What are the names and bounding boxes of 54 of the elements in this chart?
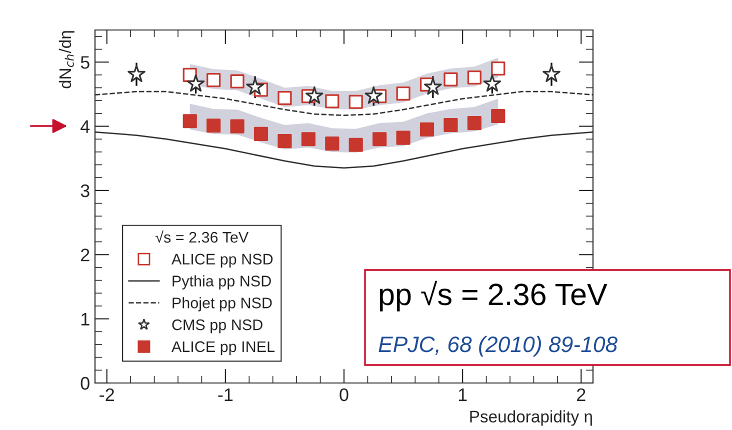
annotation: pp √s = 2.36 TeV [380, 280, 608, 312]
point [372, 132, 387, 146]
point [364, 86, 383, 104]
x-tick-label: 0 [340, 388, 348, 402]
point [467, 70, 482, 85]
point [420, 122, 434, 137]
point [444, 72, 458, 86]
point [182, 114, 197, 128]
point [230, 119, 244, 134]
line-series [95, 131, 593, 169]
point [396, 86, 410, 101]
point [186, 74, 205, 92]
legend-label: ALICE pp INEL [171, 341, 275, 356]
point [348, 94, 363, 109]
point [128, 64, 146, 82]
legend-label: ALICE pp NSD [171, 254, 273, 268]
point [305, 86, 324, 104]
point [348, 138, 363, 152]
point [206, 73, 221, 88]
x-tick-label: 2 [577, 388, 586, 401]
point [278, 134, 292, 148]
y-tick-label: 1 [81, 312, 90, 326]
point [246, 78, 264, 95]
x-tick-label: -1 [218, 388, 233, 401]
point [483, 74, 502, 92]
y-axis-title: dN$_{ch}$/dη [58, 31, 74, 88]
y-tick-label: 4 [80, 120, 90, 133]
y-tick-label: 5 [80, 56, 90, 69]
point [301, 132, 316, 146]
point [491, 61, 506, 76]
line-series [95, 90, 593, 116]
x-tick-label: 1 [458, 388, 467, 401]
point [325, 94, 340, 108]
point [206, 118, 221, 133]
point [491, 108, 506, 124]
legend-title: √s = 2.36 TeV [156, 230, 249, 243]
legend-label: Pythia pp NSD [172, 275, 271, 290]
legend-label: CMS pp NSD [172, 319, 262, 334]
point [396, 130, 410, 145]
y-tick-label: 0 [80, 376, 90, 390]
point [542, 64, 560, 82]
point [424, 78, 442, 95]
point [278, 90, 292, 106]
point [325, 136, 340, 151]
point [254, 126, 268, 142]
point [444, 118, 458, 132]
y-tick-label: 3 [80, 184, 90, 198]
annotation: EPJC, 68 (2010) 89-108 [378, 336, 618, 357]
point [230, 74, 244, 88]
point [467, 116, 482, 130]
x-tick-label: -2 [100, 388, 114, 401]
legend-label: Phojet pp NSD [172, 297, 272, 312]
x-axis-title: Pseudorapidity η [470, 410, 592, 426]
y-tick-label: 2 [81, 248, 90, 262]
